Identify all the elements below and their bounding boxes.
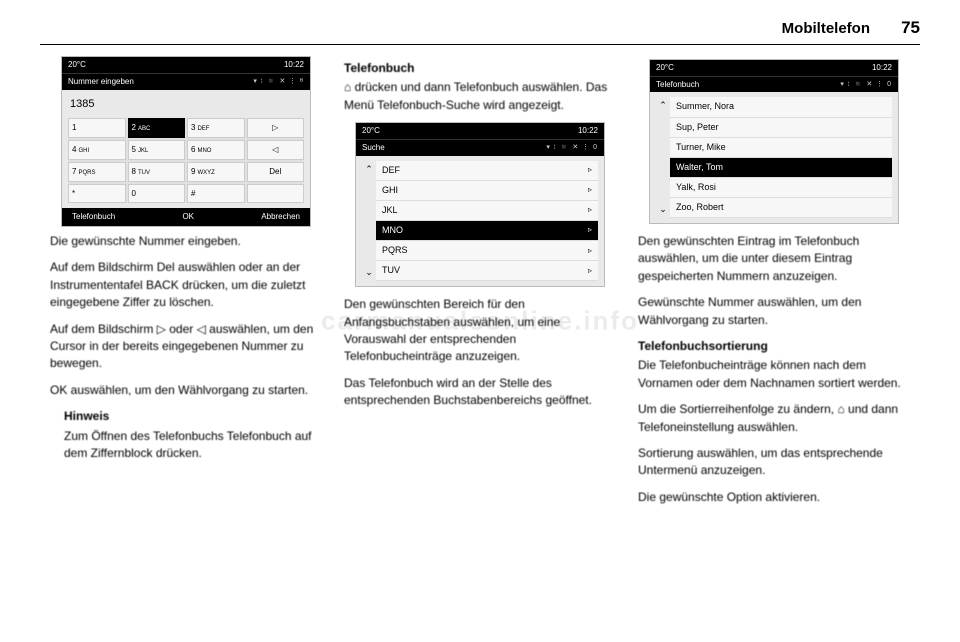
page-number: 75 <box>901 18 920 38</box>
paragraph: Um die Sortierreihenfolge zu ändern, ⌂ u… <box>638 401 910 436</box>
dialpad-key[interactable]: ▷ <box>247 118 305 138</box>
dialpad-key[interactable]: 8TUV <box>128 162 186 182</box>
paragraph: Gewünschte Nummer auswählen, um den Wähl… <box>638 294 910 329</box>
dialpad-key[interactable]: 6MNO <box>187 140 245 160</box>
list-item[interactable]: Zoo, Robert <box>670 198 892 218</box>
paragraph: Die gewünschte Nummer eingeben. <box>50 233 322 250</box>
paragraph: ⌂ drücken und dann Telefonbuch auswählen… <box>344 79 616 114</box>
dialpad-key[interactable]: 5JKL <box>128 140 186 160</box>
list-item[interactable]: Turner, Mike <box>670 138 892 158</box>
dialpad-key[interactable]: 2ABC <box>128 118 186 138</box>
paragraph: Auf dem Bildschirm ▷ oder ◁ aus­wählen, … <box>50 321 322 373</box>
scroll-arrows[interactable]: ⌃⌄ <box>362 161 376 281</box>
list-rows: Summer, NoraSup, PeterTurner, MikeWalter… <box>670 97 892 217</box>
list-rows: DEF▹GHI▹JKL▹MNO▹PQRS▹TUV▹ <box>376 161 598 281</box>
subheading: Telefonbuchsortierung <box>638 338 910 355</box>
status-icons: ▾ ⁞ ◾ ✕ ⋮ ᴮ <box>253 77 304 87</box>
screenshot-contacts: 20°C 10:22 Telefonbuch ▾ ⁞ ◾ ✕ ⋮ 0 ⌃⌄ Su… <box>638 64 910 219</box>
dialpad-key[interactable]: Del <box>247 162 305 182</box>
screenshot-search: 20°C 10:22 Suche ▾ ⁞ ◾ ✕ ⋮ 0 ⌃⌄ DEF▹GHI▹… <box>344 127 616 282</box>
column-2: Telefonbuch ⌂ drücken und dann Telefonbu… <box>344 60 616 612</box>
softkey-ok[interactable]: OK <box>182 211 194 223</box>
paragraph: Das Telefonbuch wird an der Stelle des e… <box>344 375 616 410</box>
scroll-arrows[interactable]: ⌃⌄ <box>656 97 670 217</box>
softkey-cancel[interactable]: Abbrechen <box>261 211 300 223</box>
list-item[interactable]: Walter, Tom <box>670 158 892 178</box>
dialpad-key[interactable]: # <box>187 184 245 204</box>
temp-label: 20°C <box>68 59 86 71</box>
screen-title: Telefonbuch <box>656 79 699 91</box>
paragraph: Sortierung auswählen, um das ent­spreche… <box>638 445 910 480</box>
list-item[interactable]: TUV▹ <box>376 261 598 281</box>
list-item[interactable]: GHI▹ <box>376 181 598 201</box>
paragraph: Den gewünschten Eintrag im Telefon­buch … <box>638 233 910 285</box>
content-columns: 20°C 10:22 Nummer eingeben ▾ ⁞ ◾ ✕ ⋮ ᴮ 1… <box>50 60 910 612</box>
dialpad-grid: 12ABC3DEF▷ 4GHI5JKL6MNO◁ 7PQRS8TUV9WXYZDel… <box>68 118 304 203</box>
paragraph: OK auswählen, um den Wählvorgang zu star… <box>50 382 322 399</box>
dialpad-key[interactable]: * <box>68 184 126 204</box>
list-item[interactable]: DEF▹ <box>376 161 598 181</box>
dialpad-key[interactable] <box>247 184 305 204</box>
list-item[interactable]: PQRS▹ <box>376 241 598 261</box>
screenshot-dialpad: 20°C 10:22 Nummer eingeben ▾ ⁞ ◾ ✕ ⋮ ᴮ 1… <box>50 64 322 219</box>
dialpad-key[interactable]: 4GHI <box>68 140 126 160</box>
note-text: Zum Öffnen des Telefonbuchs Telefonbuch … <box>64 428 322 463</box>
softkey-phonebook[interactable]: Telefonbuch <box>72 211 115 223</box>
status-icons: ▾ ⁞ ◾ ✕ ⋮ 0 <box>546 143 598 153</box>
header-rule <box>40 44 920 45</box>
status-icons: ▾ ⁞ ◾ ✕ ⋮ 0 <box>840 80 892 90</box>
paragraph: Auf dem Bildschirm Del auswählen oder an… <box>50 259 322 311</box>
list-item[interactable]: JKL▹ <box>376 201 598 221</box>
dialpad-key[interactable]: 3DEF <box>187 118 245 138</box>
time-label: 10:22 <box>284 59 304 71</box>
section-title: Mobiltelefon <box>782 20 870 37</box>
subheading: Telefonbuch <box>344 60 616 77</box>
paragraph: Die Telefonbucheinträge können nach dem … <box>638 357 910 392</box>
column-3: 20°C 10:22 Telefonbuch ▾ ⁞ ◾ ✕ ⋮ 0 ⌃⌄ Su… <box>638 60 910 612</box>
paragraph: Die gewünschte Option aktivieren. <box>638 489 910 506</box>
time-label: 10:22 <box>578 125 598 137</box>
time-label: 10:22 <box>872 62 892 74</box>
screen-title: Nummer eingeben <box>68 76 134 88</box>
note-heading: Hinweis <box>64 408 322 425</box>
list-item[interactable]: Yalk, Rosi <box>670 178 892 198</box>
dialpad-key[interactable]: 7PQRS <box>68 162 126 182</box>
dialpad-key[interactable]: ◁ <box>247 140 305 160</box>
dialpad-key[interactable]: 0 <box>128 184 186 204</box>
list-item[interactable]: Sup, Peter <box>670 118 892 138</box>
dialpad-key[interactable]: 9WXYZ <box>187 162 245 182</box>
list-item[interactable]: MNO▹ <box>376 221 598 241</box>
temp-label: 20°C <box>362 125 380 137</box>
manual-page: Mobiltelefon 75 20°C 10:22 Nummer eingeb… <box>0 0 960 642</box>
dialpad-key[interactable]: 1 <box>68 118 126 138</box>
screen-title: Suche <box>362 142 385 154</box>
list-item[interactable]: Summer, Nora <box>670 97 892 117</box>
entered-number: 1385 <box>68 95 304 119</box>
temp-label: 20°C <box>656 62 674 74</box>
paragraph: Den gewünschten Bereich für den Anfangsb… <box>344 296 616 366</box>
column-1: 20°C 10:22 Nummer eingeben ▾ ⁞ ◾ ✕ ⋮ ᴮ 1… <box>50 60 322 612</box>
